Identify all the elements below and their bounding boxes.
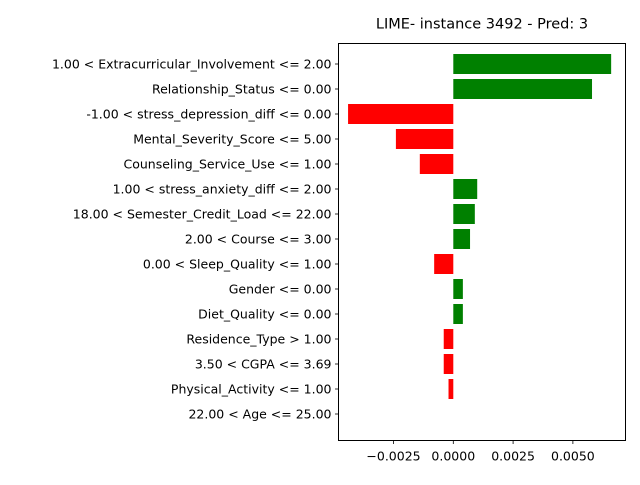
plot-frame <box>338 43 626 441</box>
bar-0 <box>453 54 612 74</box>
y-tick-label-2: -1.00 < stress_depression_diff <= 0.00 <box>86 107 331 122</box>
bar-12 <box>443 354 454 374</box>
y-tick-label-7: 2.00 < Course <= 3.00 <box>185 232 332 247</box>
bars-layer <box>348 54 612 399</box>
y-tick-label-0: 1.00 < Extracurricular_Involvement <= 2.… <box>52 57 332 72</box>
bar-8 <box>434 254 454 274</box>
bar-10 <box>453 304 463 324</box>
bar-3 <box>395 129 454 149</box>
y-tick-label-5: 1.00 < stress_anxiety_diff <= 2.00 <box>113 182 332 197</box>
x-tick-label-3: 0.0050 <box>551 449 595 464</box>
bar-13 <box>448 379 454 399</box>
y-tick-label-10: Diet_Quality <= 0.00 <box>198 307 331 322</box>
x-axis: −0.0025 0.0000 0.0025 0.0050 <box>366 440 595 464</box>
x-tick-label-0: −0.0025 <box>366 449 420 464</box>
y-tick-label-3: Mental_Severity_Score <= 5.00 <box>133 132 331 147</box>
y-axis: 1.00 < Extracurricular_Involvement <= 2.… <box>52 57 339 422</box>
bar-2 <box>348 104 454 124</box>
bar-5 <box>453 179 478 199</box>
x-tick-label-1: 0.0000 <box>431 449 475 464</box>
y-tick-label-12: 3.50 < CGPA <= 3.69 <box>195 357 332 372</box>
bar-4 <box>419 154 454 174</box>
y-tick-label-14: 22.00 < Age <= 25.00 <box>188 407 331 422</box>
y-tick-label-4: Counseling_Service_Use <= 1.00 <box>123 157 331 172</box>
y-tick-label-13: Physical_Activity <= 1.00 <box>171 382 332 397</box>
y-tick-label-6: 18.00 < Semester_Credit_Load <= 22.00 <box>73 207 332 222</box>
bar-6 <box>453 204 475 224</box>
y-tick-label-11: Residence_Type > 1.00 <box>186 332 331 347</box>
x-tick-label-2: 0.0025 <box>491 449 535 464</box>
bar-9 <box>453 279 463 299</box>
bar-7 <box>453 229 471 249</box>
bar-1 <box>453 79 593 99</box>
y-tick-label-1: Relationship_Status <= 0.00 <box>152 82 332 97</box>
y-tick-label-9: Gender <= 0.00 <box>229 282 332 297</box>
chart-title: LIME- instance 3492 - Pred: 3 <box>376 17 588 33</box>
y-tick-label-8: 0.00 < Sleep_Quality <= 1.00 <box>143 257 332 272</box>
bar-11 <box>443 329 454 349</box>
